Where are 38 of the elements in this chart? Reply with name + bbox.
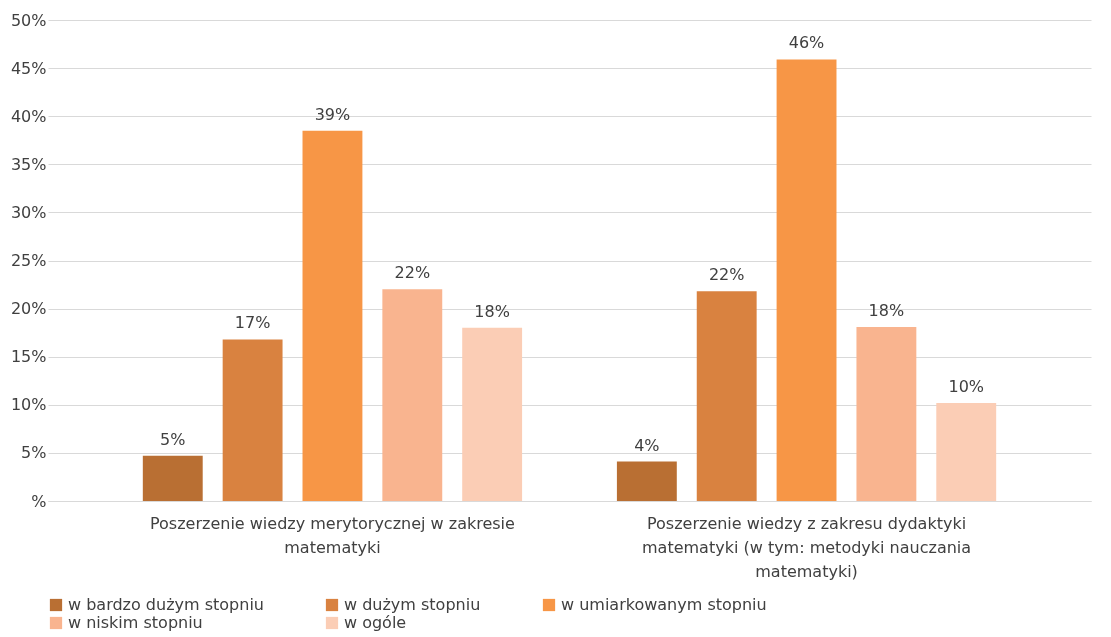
bar: [776, 59, 837, 501]
y-tick-label: %: [31, 491, 47, 511]
legend-label: w niskim stopniu: [68, 613, 203, 632]
y-tick-label: 20%: [10, 299, 47, 319]
bar: [142, 455, 203, 501]
data-label: 10%: [948, 376, 985, 396]
y-tick-label: 40%: [10, 106, 47, 126]
data-label: 4%: [634, 435, 660, 455]
y-tick-label: 30%: [10, 202, 47, 222]
data-label: 18%: [868, 300, 905, 320]
y-tick-label: 45%: [10, 58, 47, 78]
data-label: 46%: [788, 33, 825, 53]
data-label: 18%: [474, 301, 510, 321]
bar: [462, 327, 523, 501]
data-label: 22%: [394, 263, 431, 283]
bar: [936, 402, 997, 501]
x-tick-label: Poszerzenie wiedzy merytorycznej w zakresie matematyki: [150, 513, 515, 557]
bar: [222, 339, 283, 501]
bar: [696, 291, 757, 501]
data-label: 22%: [708, 265, 745, 285]
y-tick-label: 15%: [10, 347, 47, 367]
bar: [856, 326, 917, 501]
legend-label: w ogóle: [344, 613, 407, 632]
legend-label: w bardzo dużym stopniu: [68, 595, 264, 614]
y-tick-label: 35%: [10, 154, 47, 174]
data-label: 39%: [314, 104, 351, 124]
data-label: 17%: [234, 313, 271, 333]
legend-label: w dużym stopniu: [344, 595, 481, 614]
data-label: 5%: [160, 429, 186, 449]
bar: [382, 289, 443, 501]
y-tick-label: 5%: [21, 443, 47, 463]
y-tick-label: 10%: [10, 395, 47, 415]
x-tick-label: Poszerzenie wiedzy z zakresu dydaktyki matematyki (w tym: metodyki nauczania matematyki): [642, 513, 972, 581]
bar: [616, 461, 677, 501]
y-tick-label: 25%: [10, 251, 47, 270]
legend-label: w umiarkowanym stopniu: [561, 595, 767, 614]
y-tick-label: 50%: [10, 10, 47, 30]
bar: [302, 130, 363, 501]
